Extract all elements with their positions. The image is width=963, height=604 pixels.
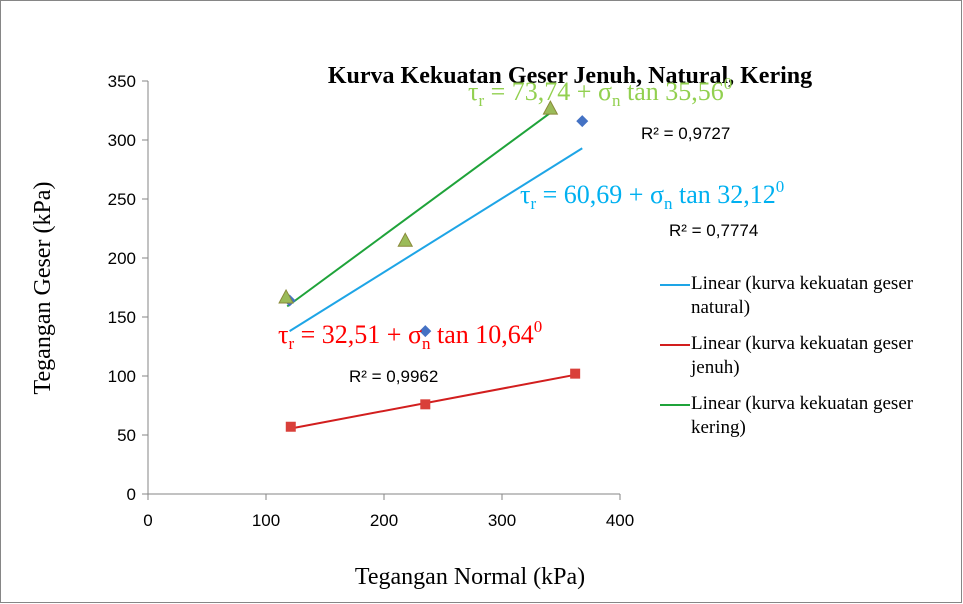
equation-part: 0 [534, 317, 543, 336]
data-point [397, 232, 414, 247]
equation-part: tan 10,64 [430, 320, 533, 349]
equation-part: n [422, 334, 431, 353]
trend-line [289, 147, 583, 333]
equation-part: 0 [776, 177, 785, 196]
trend-line [286, 112, 551, 308]
legend-entry: Linear (kurva kekuatan geser natural) [691, 273, 914, 318]
r-squared: R² = 0,9962 [349, 367, 438, 386]
equation: τr = 60,69 + σn tan 32,120 [520, 177, 784, 213]
equation: τr = 32,51 + σn tan 10,640 [278, 317, 542, 353]
legend-entry: Linear (kurva kekuatan geser jenuh) [691, 333, 914, 378]
y-tick-label: 300 [108, 131, 136, 150]
y-tick-label: 200 [108, 249, 136, 268]
equation-part: tan 35,56 [620, 77, 723, 106]
y-tick-label: 350 [108, 72, 136, 91]
equation-part: = 32,51 + σ [294, 320, 422, 349]
y-tick-label: 250 [108, 190, 136, 209]
data-point [420, 399, 431, 410]
equation-part: n [664, 194, 673, 213]
x-tick-label: 400 [606, 511, 634, 530]
data-point [576, 115, 589, 128]
data-point [278, 288, 294, 304]
equation-part: τ [520, 180, 530, 209]
equation: τr = 73,74 + σn tan 35,560 [468, 74, 732, 110]
chart-title: Kurva Kekuatan Geser Jenuh, Natural, Ker… [328, 63, 812, 89]
x-tick-label: 0 [143, 511, 152, 530]
equation-part: 0 [724, 74, 733, 93]
equation-part: τ [468, 77, 478, 106]
equation-part: n [612, 91, 621, 110]
x-axis-label: Tegangan Normal (kPa) [355, 564, 585, 590]
x-tick-label: 100 [252, 511, 280, 530]
x-tick-label: 200 [370, 511, 398, 530]
data-point [570, 368, 581, 379]
trend-line [290, 373, 576, 430]
y-tick-label: 0 [127, 485, 136, 504]
equation-part: τ [278, 320, 288, 349]
equation-part: r [288, 334, 294, 353]
x-tick-label: 300 [488, 511, 516, 530]
y-tick-label: 150 [108, 308, 136, 327]
r-squared: R² = 0,7774 [669, 221, 758, 240]
legend-entry: Linear (kurva kekuatan geser kering) [691, 393, 914, 438]
equation-part: tan 32,12 [672, 180, 775, 209]
data-point [542, 100, 559, 115]
y-tick-label: 50 [117, 426, 136, 445]
y-axis-label: Tegangan Geser (kPa) [30, 182, 56, 395]
equation-part: r [530, 194, 536, 213]
r-squared: R² = 0,9727 [641, 124, 730, 143]
equation-part: = 73,74 + σ [484, 77, 612, 106]
equation-part: r [478, 91, 484, 110]
data-point [285, 421, 296, 432]
y-tick-label: 100 [108, 367, 136, 386]
data-point [419, 325, 432, 338]
equation-part: = 60,69 + σ [536, 180, 664, 209]
